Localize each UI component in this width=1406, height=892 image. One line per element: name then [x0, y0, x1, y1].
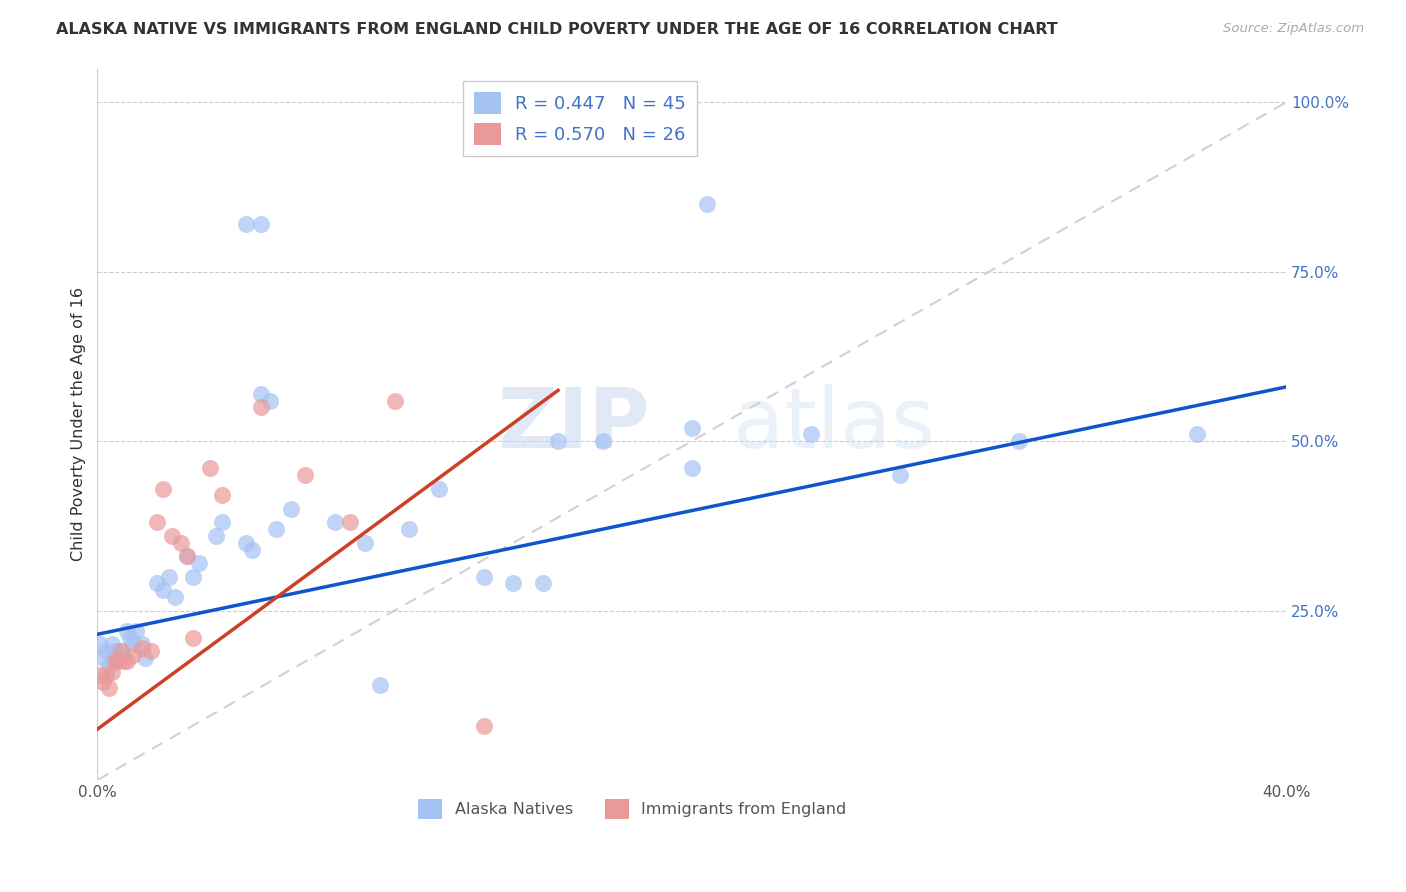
- Point: [259, 393, 281, 408]
- Point: [502, 576, 524, 591]
- Point: [264, 522, 287, 536]
- Point: [427, 482, 450, 496]
- Point: [120, 631, 142, 645]
- Point: [112, 654, 135, 668]
- Point: [93, 651, 115, 665]
- Text: atlas: atlas: [734, 384, 935, 465]
- Point: [163, 590, 186, 604]
- Point: [235, 218, 257, 232]
- Point: [152, 482, 174, 496]
- Point: [187, 556, 209, 570]
- Point: [101, 637, 124, 651]
- Point: [181, 570, 204, 584]
- Point: [1185, 427, 1208, 442]
- Point: [107, 654, 129, 668]
- Point: [122, 648, 145, 662]
- Point: [472, 719, 495, 733]
- Point: [110, 644, 132, 658]
- Point: [134, 651, 156, 665]
- Point: [889, 468, 911, 483]
- Point: [592, 434, 614, 449]
- Point: [146, 576, 169, 591]
- Text: ALASKA NATIVE VS IMMIGRANTS FROM ENGLAND CHILD POVERTY UNDER THE AGE OF 16 CORRE: ALASKA NATIVE VS IMMIGRANTS FROM ENGLAND…: [56, 22, 1057, 37]
- Point: [176, 549, 198, 564]
- Point: [696, 197, 718, 211]
- Point: [152, 583, 174, 598]
- Text: ZIP: ZIP: [498, 384, 650, 465]
- Point: [122, 637, 145, 651]
- Point: [107, 651, 129, 665]
- Point: [250, 401, 273, 415]
- Point: [235, 536, 257, 550]
- Point: [146, 516, 169, 530]
- Point: [384, 393, 406, 408]
- Point: [398, 522, 420, 536]
- Point: [211, 488, 233, 502]
- Point: [101, 665, 124, 679]
- Point: [211, 516, 233, 530]
- Point: [205, 529, 228, 543]
- Point: [96, 668, 118, 682]
- Point: [339, 516, 361, 530]
- Point: [89, 668, 111, 682]
- Point: [472, 570, 495, 584]
- Point: [294, 468, 316, 483]
- Point: [280, 502, 302, 516]
- Point: [250, 218, 273, 232]
- Point: [800, 427, 823, 442]
- Y-axis label: Child Poverty Under the Age of 16: Child Poverty Under the Age of 16: [72, 287, 86, 561]
- Point: [104, 654, 127, 668]
- Point: [200, 461, 222, 475]
- Point: [681, 420, 703, 434]
- Point: [93, 674, 115, 689]
- Point: [98, 657, 121, 672]
- Point: [531, 576, 554, 591]
- Point: [250, 386, 273, 401]
- Point: [115, 654, 138, 668]
- Point: [354, 536, 377, 550]
- Point: [96, 644, 118, 658]
- Legend: Alaska Natives, Immigrants from England: Alaska Natives, Immigrants from England: [412, 793, 853, 825]
- Text: Source: ZipAtlas.com: Source: ZipAtlas.com: [1223, 22, 1364, 36]
- Point: [181, 631, 204, 645]
- Point: [139, 644, 162, 658]
- Point: [131, 640, 153, 655]
- Point: [176, 549, 198, 564]
- Point: [681, 461, 703, 475]
- Point: [98, 681, 121, 696]
- Point: [110, 644, 132, 658]
- Point: [240, 542, 263, 557]
- Point: [157, 570, 180, 584]
- Point: [131, 637, 153, 651]
- Point: [89, 637, 111, 651]
- Point: [368, 678, 391, 692]
- Point: [1007, 434, 1029, 449]
- Point: [115, 624, 138, 638]
- Point: [104, 644, 127, 658]
- Point: [547, 434, 569, 449]
- Point: [170, 536, 193, 550]
- Point: [125, 624, 148, 638]
- Point: [323, 516, 346, 530]
- Point: [160, 529, 183, 543]
